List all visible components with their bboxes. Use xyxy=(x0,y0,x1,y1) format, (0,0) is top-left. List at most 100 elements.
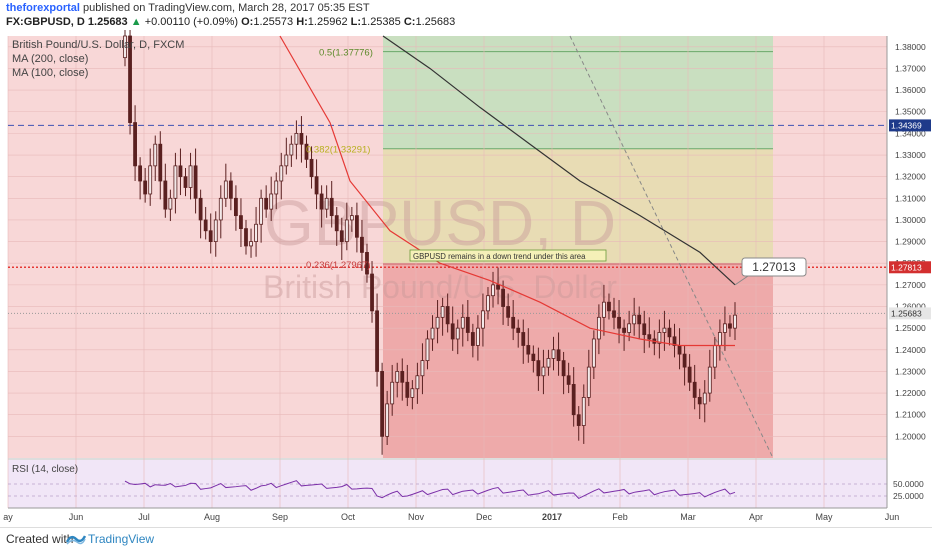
published-text: published on TradingView.com, March 28, … xyxy=(83,2,370,14)
legend-ma100[interactable]: MA (100, close) xyxy=(12,67,89,79)
y-tick-label: 1.33000 xyxy=(895,150,926,160)
candle-body xyxy=(289,143,294,156)
candle-body xyxy=(249,241,253,247)
candle-body xyxy=(279,165,284,182)
fib-label-0382: 0.382(1.33291) xyxy=(306,145,370,156)
fib-label-05: 0.5(1.37776) xyxy=(319,48,373,59)
y-tick-label: 1.36000 xyxy=(895,85,926,95)
y-tick-label: 1.25000 xyxy=(895,323,926,333)
candle-body xyxy=(370,273,374,312)
chart-header: theforexportal published on TradingView.… xyxy=(0,0,932,30)
candle-body xyxy=(440,306,445,318)
candle-body xyxy=(536,360,541,377)
candle-body xyxy=(561,360,566,377)
candle-body xyxy=(380,371,385,437)
candle-body xyxy=(460,316,465,329)
candle-body xyxy=(612,310,616,318)
candle-body xyxy=(667,327,672,338)
candle-body xyxy=(642,323,647,336)
candle-body xyxy=(274,180,279,195)
candle-body xyxy=(198,197,203,221)
rsi-line xyxy=(124,480,736,500)
callout-box xyxy=(741,257,807,277)
y-tick-label: 1.30000 xyxy=(895,215,926,225)
footer: Created with TradingView xyxy=(0,527,932,551)
candle-body xyxy=(697,397,702,405)
x-tick-label: Feb xyxy=(612,512,628,522)
candle-body xyxy=(410,388,415,398)
candle-body xyxy=(344,219,349,242)
note-text: GBPUSD remains in a down trend under thi… xyxy=(413,252,586,261)
candle-body xyxy=(576,414,581,426)
candle-body xyxy=(309,158,314,178)
x-tick-label: Mar xyxy=(680,512,696,522)
watermark-name: British Pound/U.S. Dollar xyxy=(263,269,617,305)
x-tick-label: May xyxy=(815,512,833,522)
x-tick-label: 2017 xyxy=(542,512,562,522)
rsi-tick-label: 25.0000 xyxy=(893,491,924,501)
candle-body xyxy=(607,301,611,312)
price-tag-blue-bg xyxy=(889,119,931,132)
candle-body xyxy=(682,353,687,368)
candle-body xyxy=(395,371,400,383)
candle-body xyxy=(188,165,193,188)
candle-body xyxy=(294,132,299,145)
y-tick-label: 1.38000 xyxy=(895,42,926,52)
open-label: O: xyxy=(241,16,254,28)
y-tick-label: 1.21000 xyxy=(895,410,926,420)
candle-body xyxy=(475,327,480,346)
x-tick-label: Jun xyxy=(885,512,900,522)
y-tick-label: 1.20000 xyxy=(895,431,926,441)
y-tick-label: 1.26000 xyxy=(895,302,926,312)
candle-body xyxy=(496,284,500,290)
candle-body xyxy=(430,327,435,340)
y-tick-label: 1.24000 xyxy=(895,345,926,355)
tradingview-brand[interactable]: TradingView xyxy=(88,532,155,546)
candle-body xyxy=(168,197,173,210)
candle-body xyxy=(586,366,591,398)
candle-body xyxy=(355,215,359,238)
candle-body xyxy=(128,35,132,123)
rsi-label: RSI (14, close) xyxy=(12,464,78,475)
x-tick-label: Dec xyxy=(476,512,493,522)
candle-body xyxy=(571,384,576,416)
candle-body xyxy=(723,323,727,333)
author-link[interactable]: theforexportal xyxy=(6,2,80,14)
trend-line xyxy=(569,35,774,459)
candle-body xyxy=(334,215,339,232)
candle-body xyxy=(163,180,168,210)
candle-body xyxy=(632,314,637,325)
candle-body xyxy=(455,327,460,340)
candle-body xyxy=(481,310,485,329)
candle-body xyxy=(425,338,430,362)
candle-body xyxy=(375,310,379,372)
y-tick-label: 1.35000 xyxy=(895,107,926,117)
price-tag-last-bg xyxy=(889,307,931,320)
candle-body xyxy=(450,323,455,340)
y-tick-label: 1.27000 xyxy=(895,280,926,290)
candle-body xyxy=(143,180,148,195)
callout-value: 1.27013 xyxy=(752,260,796,274)
candle-body xyxy=(213,219,218,242)
y-tick-label: 1.29000 xyxy=(895,237,926,247)
x-tick-label: Jul xyxy=(138,512,150,522)
price-tag-last: 1.25683 xyxy=(891,308,922,318)
candle-body xyxy=(324,197,329,210)
candle-body xyxy=(319,193,324,210)
price-chart[interactable]: GBPUSD, D British Pound/U.S. Dollar 0.5(… xyxy=(0,30,932,527)
close-label: C: xyxy=(403,16,416,28)
legend-ma200[interactable]: MA (200, close) xyxy=(12,53,89,65)
candle-body xyxy=(627,323,632,333)
price-tag-blue: 1.34369 xyxy=(891,120,922,130)
candle-body xyxy=(486,295,490,312)
candle-body xyxy=(264,197,269,210)
candle-body xyxy=(360,236,364,253)
rsi-tick-label: 50.0000 xyxy=(893,479,924,489)
candle-body xyxy=(239,215,243,230)
publish-info: theforexportal published on TradingView.… xyxy=(6,2,370,14)
candle-body xyxy=(662,327,667,333)
candle-body xyxy=(556,349,561,362)
candle-body xyxy=(702,392,707,405)
candle-body xyxy=(491,284,495,297)
candle-body xyxy=(546,358,551,368)
